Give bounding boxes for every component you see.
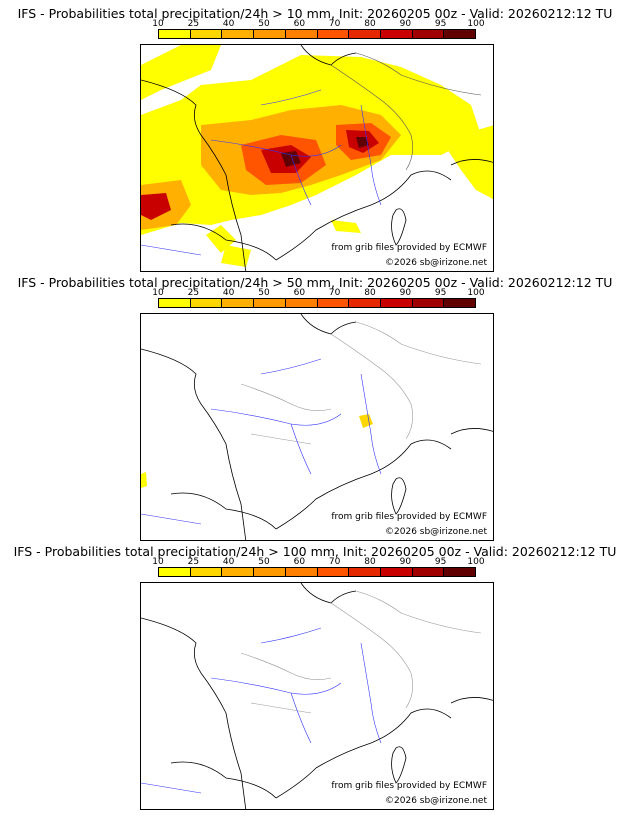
colorbar-swatch xyxy=(444,299,476,307)
map-canvas xyxy=(141,314,493,540)
colorbar xyxy=(158,29,476,39)
colorbar-tick-label: 10 xyxy=(152,19,164,29)
colorbar-tick-label: 70 xyxy=(328,288,341,298)
colorbar-tick-label: 100 xyxy=(467,557,485,567)
colorbar-tick-label: 50 xyxy=(258,288,270,298)
colorbar-tick-label: 50 xyxy=(258,19,270,29)
colorbar-tick-label: 100 xyxy=(467,19,485,29)
colorbar-labels: 10 25 40 50 60 70 80 90 95 100 xyxy=(152,557,484,569)
colorbar-swatch xyxy=(222,568,255,576)
panel-title: IFS - Probabilities total precipitation/… xyxy=(13,544,617,559)
colorbar-tick-label: 40 xyxy=(222,557,235,567)
copyright-text: ©2026 sb@irizone.net xyxy=(385,258,487,268)
colorbar-tick-label: 95 xyxy=(434,288,447,298)
colorbar-labels: 10 25 40 50 60 70 80 90 95 100 xyxy=(152,288,484,300)
colorbar-tick-label: 10 xyxy=(152,288,164,298)
colorbar-swatch xyxy=(222,30,255,38)
colorbar-tick-label: 80 xyxy=(364,288,376,298)
colorbar-swatch xyxy=(159,299,191,307)
colorbar-tick-label: 100 xyxy=(467,288,485,298)
colorbar-tick-label: 90 xyxy=(399,288,412,298)
coastlines xyxy=(141,583,493,809)
colorbar-swatch xyxy=(349,30,381,38)
colorbar-swatch xyxy=(285,299,318,307)
probability-map: from grib files provided by ECMWF ©2026 … xyxy=(140,313,494,541)
colorbar-swatch xyxy=(317,299,350,307)
rivers xyxy=(141,89,382,256)
colorbar-tick-label: 60 xyxy=(293,19,306,29)
precip-panel-50mm: IFS - Probabilities total precipitation/… xyxy=(0,275,630,543)
colorbar-swatch xyxy=(254,299,286,307)
copyright-text: ©2026 sb@irizone.net xyxy=(385,796,487,806)
colorbar-tick-label: 70 xyxy=(328,557,341,567)
colorbar-tick-label: 90 xyxy=(399,19,412,29)
source-credit: from grib files provided by ECMWF xyxy=(331,243,487,253)
colorbar-tick-label: 95 xyxy=(434,19,447,29)
borders xyxy=(330,52,482,171)
probability-map: from grib files provided by ECMWF ©2026 … xyxy=(140,582,494,810)
colorbar-tick-label: 25 xyxy=(187,557,200,567)
colorbar-swatch xyxy=(222,299,255,307)
colorbar-swatch xyxy=(285,30,318,38)
source-credit: from grib files provided by ECMWF xyxy=(331,512,487,522)
probability-map: from grib files provided by ECMWF ©2026 … xyxy=(140,44,494,272)
colorbar-swatch xyxy=(159,568,191,576)
map-canvas xyxy=(141,45,493,271)
probability-fill xyxy=(141,414,373,488)
colorbar-tick-label: 40 xyxy=(222,288,235,298)
colorbar-tick-label: 80 xyxy=(364,557,376,567)
panel-title: IFS - Probabilities total precipitation/… xyxy=(17,275,613,290)
borders xyxy=(240,321,482,445)
coastlines xyxy=(141,45,493,271)
colorbar-tick-label: 40 xyxy=(222,19,235,29)
colorbar xyxy=(158,298,476,308)
colorbar-tick-label: 60 xyxy=(293,288,306,298)
colorbar-swatch xyxy=(412,30,445,38)
precip-panel-10mm: IFS - Probabilities total precipitation/… xyxy=(0,6,630,274)
copyright-text: ©2026 sb@irizone.net xyxy=(385,527,487,537)
rivers xyxy=(141,627,382,794)
colorbar-tick-label: 80 xyxy=(364,19,376,29)
colorbar-swatch xyxy=(254,30,286,38)
colorbar-swatch xyxy=(349,568,381,576)
colorbar-swatch xyxy=(380,30,413,38)
colorbar-swatch xyxy=(444,30,476,38)
colorbar-swatch xyxy=(190,30,223,38)
colorbar-swatch xyxy=(285,568,318,576)
rivers xyxy=(141,358,382,525)
colorbar-tick-label: 70 xyxy=(328,19,341,29)
panel-title: IFS - Probabilities total precipitation/… xyxy=(17,6,613,21)
colorbar-swatch xyxy=(190,568,223,576)
colorbar-tick-label: 50 xyxy=(258,557,270,567)
colorbar-swatch xyxy=(412,299,445,307)
colorbar-swatch xyxy=(190,299,223,307)
colorbar-swatch xyxy=(444,568,476,576)
colorbar xyxy=(158,567,476,577)
colorbar-tick-label: 25 xyxy=(187,288,200,298)
colorbar-swatch xyxy=(254,568,286,576)
colorbar-labels: 10 25 40 50 60 70 80 90 95 100 xyxy=(152,19,484,31)
borders xyxy=(240,590,482,714)
colorbar-swatch xyxy=(380,568,413,576)
probability-fill xyxy=(141,45,493,267)
colorbar-tick-label: 25 xyxy=(187,19,200,29)
colorbar-tick-label: 95 xyxy=(434,557,447,567)
coastlines xyxy=(141,314,493,540)
colorbar-tick-label: 10 xyxy=(152,557,164,567)
colorbar-tick-label: 90 xyxy=(399,557,412,567)
map-canvas xyxy=(141,583,493,809)
colorbar-swatch xyxy=(317,30,350,38)
colorbar-swatch xyxy=(159,30,191,38)
precip-panel-100mm: IFS - Probabilities total precipitation/… xyxy=(0,544,630,812)
colorbar-tick-label: 60 xyxy=(293,557,306,567)
colorbar-swatch xyxy=(412,568,445,576)
colorbar-swatch xyxy=(380,299,413,307)
colorbar-swatch xyxy=(349,299,381,307)
source-credit: from grib files provided by ECMWF xyxy=(331,781,487,791)
colorbar-swatch xyxy=(317,568,350,576)
